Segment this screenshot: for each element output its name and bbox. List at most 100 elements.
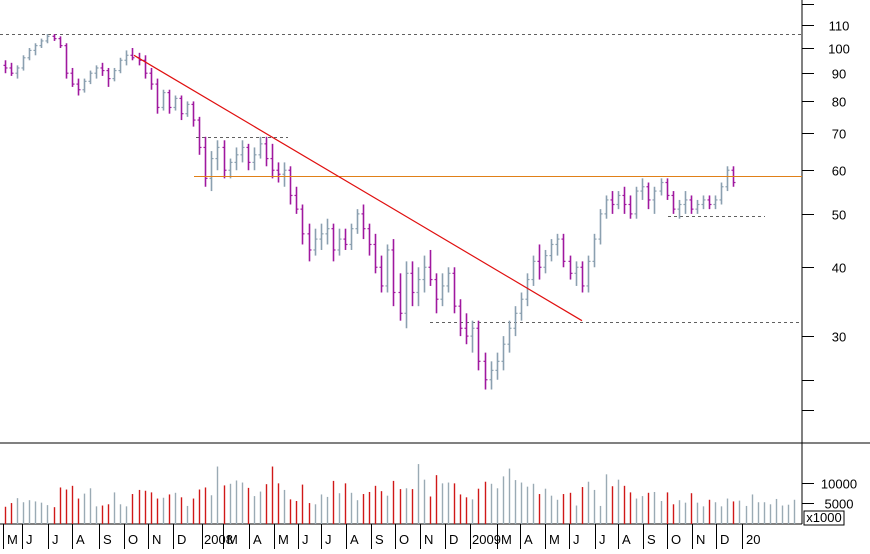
- ohlc-bar: [525, 273, 530, 307]
- ohlc-bar: [252, 147, 257, 171]
- ohlc-bar: [3, 60, 8, 74]
- ohlc-bar: [228, 158, 233, 179]
- x-tick-label: J: [325, 532, 332, 547]
- x-tick-label: O: [399, 532, 409, 547]
- x-tick-label: M: [7, 532, 18, 547]
- x-tick-label: O: [128, 532, 138, 547]
- ohlc-bar: [282, 162, 287, 187]
- ohlc-bar: [39, 38, 44, 49]
- ohlc-bar: [513, 306, 518, 337]
- x-tick-label: D: [449, 532, 458, 547]
- x-tick-label: J: [573, 532, 580, 547]
- ohlc-bar: [616, 191, 621, 210]
- x-tick-label: S: [375, 532, 384, 547]
- x-tick-label: D: [177, 532, 186, 547]
- ohlc-bar: [701, 195, 706, 210]
- ohlc-bar: [45, 34, 50, 44]
- ohlc-bar: [428, 249, 433, 286]
- y-tick-label: 30: [832, 330, 846, 345]
- x-tick-label: M: [227, 532, 238, 547]
- ohlc-bar: [531, 255, 536, 286]
- ohlc-bar: [64, 43, 69, 79]
- x-tick-label: M: [549, 532, 560, 547]
- ohlc-bar: [713, 195, 718, 210]
- ohlc-bar: [719, 182, 724, 205]
- x-tick-label: M: [501, 532, 512, 547]
- ohlc-bar: [191, 101, 196, 127]
- x-tick-label: N: [696, 532, 705, 547]
- ohlc-bar: [689, 195, 694, 214]
- ohlc-bar: [27, 48, 32, 61]
- ohlc-bar: [155, 78, 160, 114]
- ohlc-bar: [695, 199, 700, 214]
- ohlc-bar: [434, 273, 439, 314]
- ohlc-bar: [185, 101, 190, 117]
- ohlc-bar: [276, 162, 281, 183]
- ohlc-bar: [416, 267, 421, 307]
- ohlc-bar: [458, 299, 463, 337]
- ohlc-bar: [483, 352, 488, 390]
- ohlc-bar: [543, 249, 548, 274]
- ohlc-bar: [319, 223, 324, 250]
- x-tick-label: A: [76, 532, 85, 547]
- ohlc-bar: [143, 55, 148, 79]
- ohlc-bar: [580, 261, 585, 293]
- ohlc-bar: [15, 65, 20, 79]
- ohlc-bar: [173, 95, 178, 111]
- ohlc-bar: [258, 136, 263, 159]
- ohlc-bar: [652, 186, 657, 214]
- ohlc-bar: [385, 244, 390, 293]
- ohlc-bar: [410, 261, 415, 307]
- ohlc-bar: [9, 62, 14, 76]
- ohlc-bar: [343, 228, 348, 250]
- x-tick-label: 2009: [472, 532, 501, 547]
- ohlc-bar: [300, 204, 305, 245]
- x-tick-label: 2008: [204, 532, 233, 547]
- volume-bars: [4, 464, 796, 524]
- y-tick-label: 60: [832, 164, 846, 179]
- ohlc-bar: [203, 136, 208, 187]
- ohlc-bar: [422, 255, 427, 293]
- ohlc-bar: [464, 313, 469, 345]
- ohlc-bar: [549, 239, 554, 262]
- x-tick-label: J: [52, 532, 59, 547]
- ohlc-bar: [725, 166, 730, 192]
- ohlc-bar: [622, 186, 627, 214]
- y-tick-label: 40: [832, 261, 846, 276]
- ohlc-bar: [246, 143, 251, 171]
- ohlc-bar: [222, 140, 227, 179]
- ohlc-bar: [634, 186, 639, 219]
- ohlc-bar: [361, 204, 366, 240]
- x-tick-label: S: [647, 532, 656, 547]
- ohlc-bar: [58, 36, 63, 49]
- ohlc-bar: [646, 182, 651, 210]
- downtrend-line: [133, 54, 583, 322]
- ohlc-bar: [507, 320, 512, 353]
- y-tick-label: 50: [832, 208, 846, 223]
- ohlc-bar: [476, 320, 481, 371]
- y-tick-label: 70: [832, 127, 846, 142]
- ohlc-bar: [404, 261, 409, 329]
- ohlc-bar: [94, 65, 99, 79]
- volume-y-tick-label: 10000: [821, 477, 857, 492]
- ohlc-bar: [130, 48, 135, 61]
- ohlc-bar: [446, 267, 451, 293]
- ohlc-bar: [452, 267, 457, 314]
- ohlc-bar: [288, 166, 293, 205]
- ohlc-bar: [610, 191, 615, 214]
- ohlc-bar: [367, 223, 372, 256]
- price-bars: [3, 34, 736, 390]
- ohlc-bar: [355, 209, 360, 234]
- chart-frame: [0, 0, 870, 525]
- ohlc-bar: [379, 255, 384, 293]
- ohlc-bar: [118, 57, 123, 74]
- ohlc-bar: [88, 70, 93, 85]
- x-tick-label: O: [671, 532, 681, 547]
- ohlc-bar: [197, 116, 202, 155]
- ohlc-bar: [33, 43, 38, 56]
- ohlc-bar: [568, 255, 573, 280]
- ohlc-bar: [495, 352, 500, 380]
- ohlc-bar: [470, 320, 475, 353]
